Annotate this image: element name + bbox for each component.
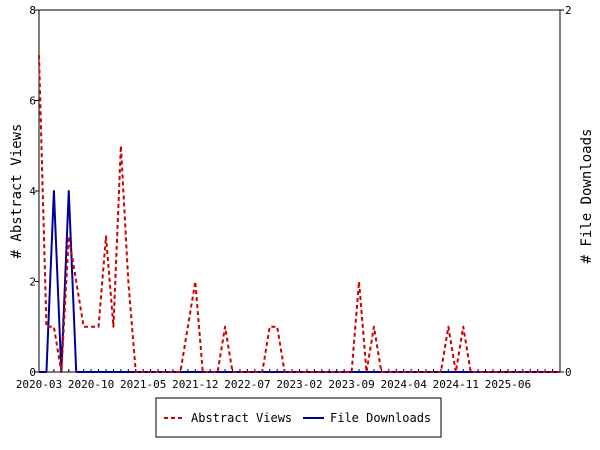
legend-label-file-downloads: File Downloads (330, 411, 431, 425)
x-tick-label: 2023-02 (276, 378, 322, 391)
x-tick-label: 2025-06 (485, 378, 531, 391)
plot-area (38, 9, 561, 373)
legend: Abstract Views File Downloads (155, 397, 442, 438)
left-y-tick-label: 8 (29, 4, 36, 17)
x-tick-label: 2024-04 (381, 378, 428, 391)
x-tick-label: 2024-11 (433, 378, 479, 391)
x-tick-label: 2023-09 (328, 378, 374, 391)
left-y-tick-label: 0 (29, 366, 36, 379)
series-layer (38, 55, 560, 373)
x-axis-tick-labels: 2020-03 2020-10 2021-05 2021-12 2022-07 2023-… (16, 378, 531, 391)
left-y-axis-title: # Abstract Views (9, 124, 25, 259)
x-tick-label: 2021-05 (120, 378, 166, 391)
x-tick-label: 2021-12 (172, 378, 218, 391)
x-tick-label: 2020-10 (68, 378, 114, 391)
right-y-tick-label: 0 (565, 366, 572, 379)
series-line-abstract-views (38, 55, 560, 373)
legend-label-abstract-views: Abstract Views (191, 411, 292, 425)
right-y-axis-title: # File Downloads (579, 129, 595, 264)
x-tick-label: 2022-07 (224, 378, 270, 391)
right-y-axis-ticks: 02 (560, 4, 572, 379)
x-tick-label: 2020-03 (16, 378, 62, 391)
left-y-tick-label: 2 (29, 276, 36, 289)
left-y-tick-label: 4 (29, 185, 36, 198)
left-y-tick-label: 6 (29, 95, 36, 108)
left-y-axis-ticks: 0 2 4 6 8 (29, 4, 39, 379)
legend-box (155, 397, 442, 438)
right-y-tick-label: 2 (565, 4, 572, 17)
